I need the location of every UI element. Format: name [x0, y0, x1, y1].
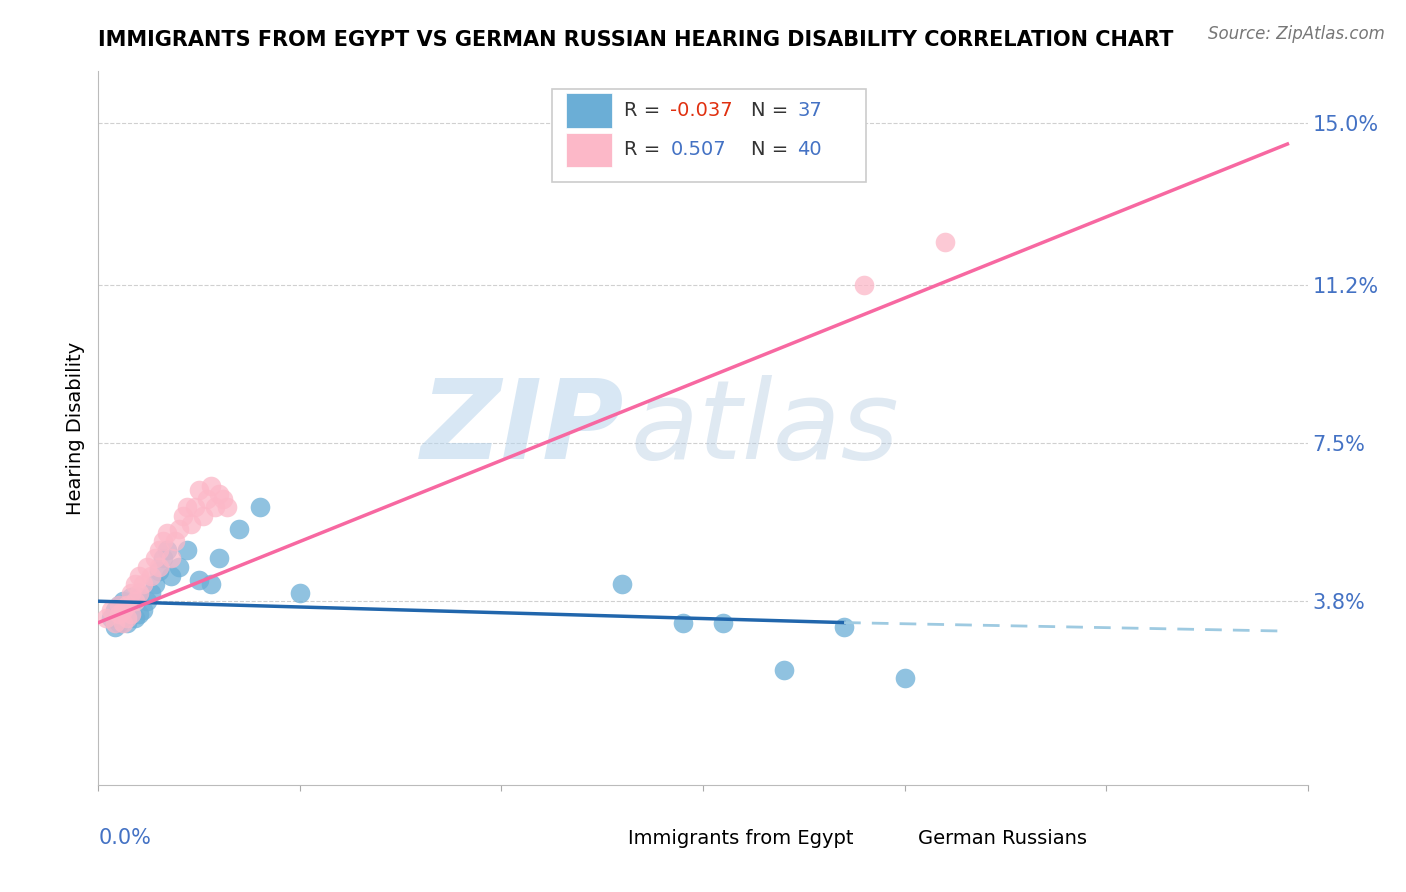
Text: atlas: atlas [630, 375, 898, 482]
Point [96, 611, 118, 625]
Point [208, 551, 231, 566]
Point [176, 500, 198, 515]
Point [228, 522, 250, 536]
Point [288, 585, 311, 599]
FancyBboxPatch shape [588, 822, 621, 855]
Point [172, 508, 194, 523]
Point [132, 577, 155, 591]
Point [135, 560, 157, 574]
Point [148, 543, 170, 558]
Text: R =: R = [624, 140, 673, 160]
Point [111, 594, 134, 608]
Text: 37: 37 [797, 101, 823, 120]
Point [128, 585, 150, 599]
Point [156, 543, 179, 558]
Point [100, 611, 122, 625]
Point [163, 534, 186, 549]
Point [115, 599, 138, 613]
Point [193, 508, 215, 523]
Point [893, 671, 915, 685]
Point [120, 607, 142, 621]
Point [139, 585, 162, 599]
Point [934, 235, 956, 250]
Point [124, 611, 146, 625]
Point [139, 568, 162, 582]
Point [132, 603, 155, 617]
Point [103, 603, 125, 617]
Text: IMMIGRANTS FROM EGYPT VS GERMAN RUSSIAN HEARING DISABILITY CORRELATION CHART: IMMIGRANTS FROM EGYPT VS GERMAN RUSSIAN … [98, 30, 1174, 50]
Text: ZIP: ZIP [420, 375, 624, 482]
Text: -0.037: -0.037 [671, 101, 733, 120]
Point [107, 599, 129, 613]
Point [167, 560, 190, 574]
Point [160, 568, 183, 582]
Point [180, 517, 202, 532]
Point [204, 500, 226, 515]
Point [103, 615, 125, 630]
Point [111, 603, 134, 617]
Text: German Russians: German Russians [918, 829, 1087, 848]
Point [672, 615, 695, 630]
Text: R =: R = [624, 101, 666, 120]
Point [115, 611, 138, 625]
Point [148, 560, 170, 574]
Point [853, 278, 876, 293]
Point [612, 577, 634, 591]
Point [212, 491, 235, 506]
Point [120, 607, 142, 621]
Text: 0.0%: 0.0% [98, 828, 152, 847]
Point [188, 573, 211, 587]
Bar [567, 94, 613, 128]
Point [711, 615, 734, 630]
Point [124, 577, 146, 591]
Point [143, 551, 166, 566]
Point [200, 479, 222, 493]
Point [115, 615, 138, 630]
Text: Immigrants from Egypt: Immigrants from Egypt [628, 829, 853, 848]
Point [100, 603, 122, 617]
Point [128, 568, 150, 582]
Point [128, 590, 150, 604]
Point [128, 607, 150, 621]
Point [152, 551, 174, 566]
Point [120, 585, 142, 599]
Point [107, 615, 129, 630]
Bar [567, 133, 613, 167]
Point [107, 607, 129, 621]
Point [124, 594, 146, 608]
Point [111, 615, 134, 630]
Point [832, 620, 855, 634]
Y-axis label: Hearing Disability: Hearing Disability [66, 342, 84, 515]
Point [200, 577, 222, 591]
Point [176, 543, 198, 558]
Text: 0.507: 0.507 [671, 140, 725, 160]
Point [124, 594, 146, 608]
Point [167, 522, 190, 536]
Point [152, 534, 174, 549]
Point [111, 611, 134, 625]
Point [143, 577, 166, 591]
Point [217, 500, 239, 515]
Point [135, 594, 157, 608]
Point [156, 525, 179, 540]
Text: N =: N = [751, 101, 794, 120]
Point [120, 590, 142, 604]
Point [195, 491, 218, 506]
FancyBboxPatch shape [879, 822, 912, 855]
Point [208, 487, 231, 501]
Point [188, 483, 211, 497]
Text: 40: 40 [797, 140, 823, 160]
Point [148, 564, 170, 578]
Point [772, 663, 794, 677]
Bar [551, 89, 866, 182]
Point [184, 500, 207, 515]
Text: Source: ZipAtlas.com: Source: ZipAtlas.com [1208, 25, 1385, 43]
Text: N =: N = [751, 140, 794, 160]
Point [107, 599, 129, 613]
Point [160, 551, 183, 566]
Point [103, 620, 125, 634]
Point [249, 500, 271, 515]
Point [115, 603, 138, 617]
